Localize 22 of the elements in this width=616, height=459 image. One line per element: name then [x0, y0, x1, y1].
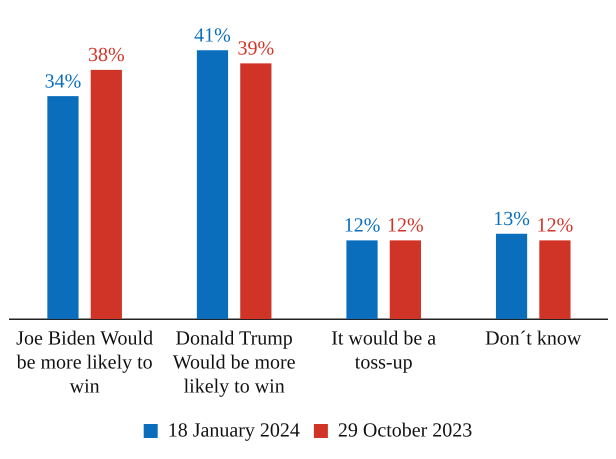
x-tick-label: It would be a toss-up	[331, 327, 436, 374]
data-label: 41%	[194, 24, 231, 46]
data-label: 13%	[493, 208, 530, 230]
data-label: 38%	[88, 44, 125, 66]
data-label: 12%	[536, 214, 574, 237]
bar	[196, 50, 228, 319]
bar	[47, 96, 79, 319]
bar	[390, 240, 421, 319]
bar	[346, 240, 378, 319]
bar	[539, 240, 571, 319]
data-label: 39%	[238, 38, 274, 60]
bar	[496, 234, 528, 319]
bar	[240, 63, 272, 319]
x-tick-label: Joe Biden Would be more likely to win	[16, 327, 154, 398]
x-tick-label: Don´t know	[485, 327, 582, 350]
data-label: 12%	[344, 214, 380, 237]
data-label: 34%	[44, 70, 82, 92]
legend-label: 18 January 2024	[168, 419, 300, 442]
x-tick-label: Donald Trump Would be more likely to win	[172, 327, 296, 398]
data-label: 12%	[387, 214, 424, 237]
legend-label: 29 October 2023	[338, 419, 472, 442]
bar	[90, 70, 122, 319]
